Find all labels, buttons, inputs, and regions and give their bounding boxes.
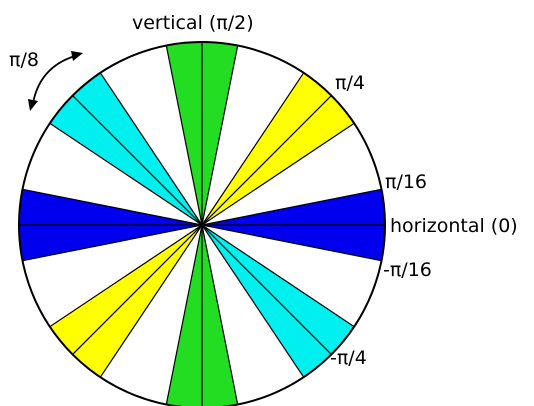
label-neg-pi-over-16: -π/16	[383, 259, 432, 281]
label-pi-over-16: π/16	[385, 171, 427, 193]
label-neg-pi-over-4: -π/4	[330, 347, 367, 369]
rotation-arrowhead-top	[71, 51, 83, 61]
rotation-double-arrow	[32, 55, 76, 104]
label-pi-over-4: π/4	[335, 72, 365, 94]
label-vertical: vertical (π/2)	[132, 12, 254, 34]
rotation-arrowhead-bottom	[28, 99, 38, 111]
label-pi-over-8: π/8	[9, 49, 39, 71]
outer-circle	[18, 41, 386, 406]
diagonal-neg-pi4-band-centre-line	[72, 95, 332, 355]
label-horizontal: horizontal (0)	[390, 215, 518, 237]
spoke-layer	[19, 42, 385, 406]
